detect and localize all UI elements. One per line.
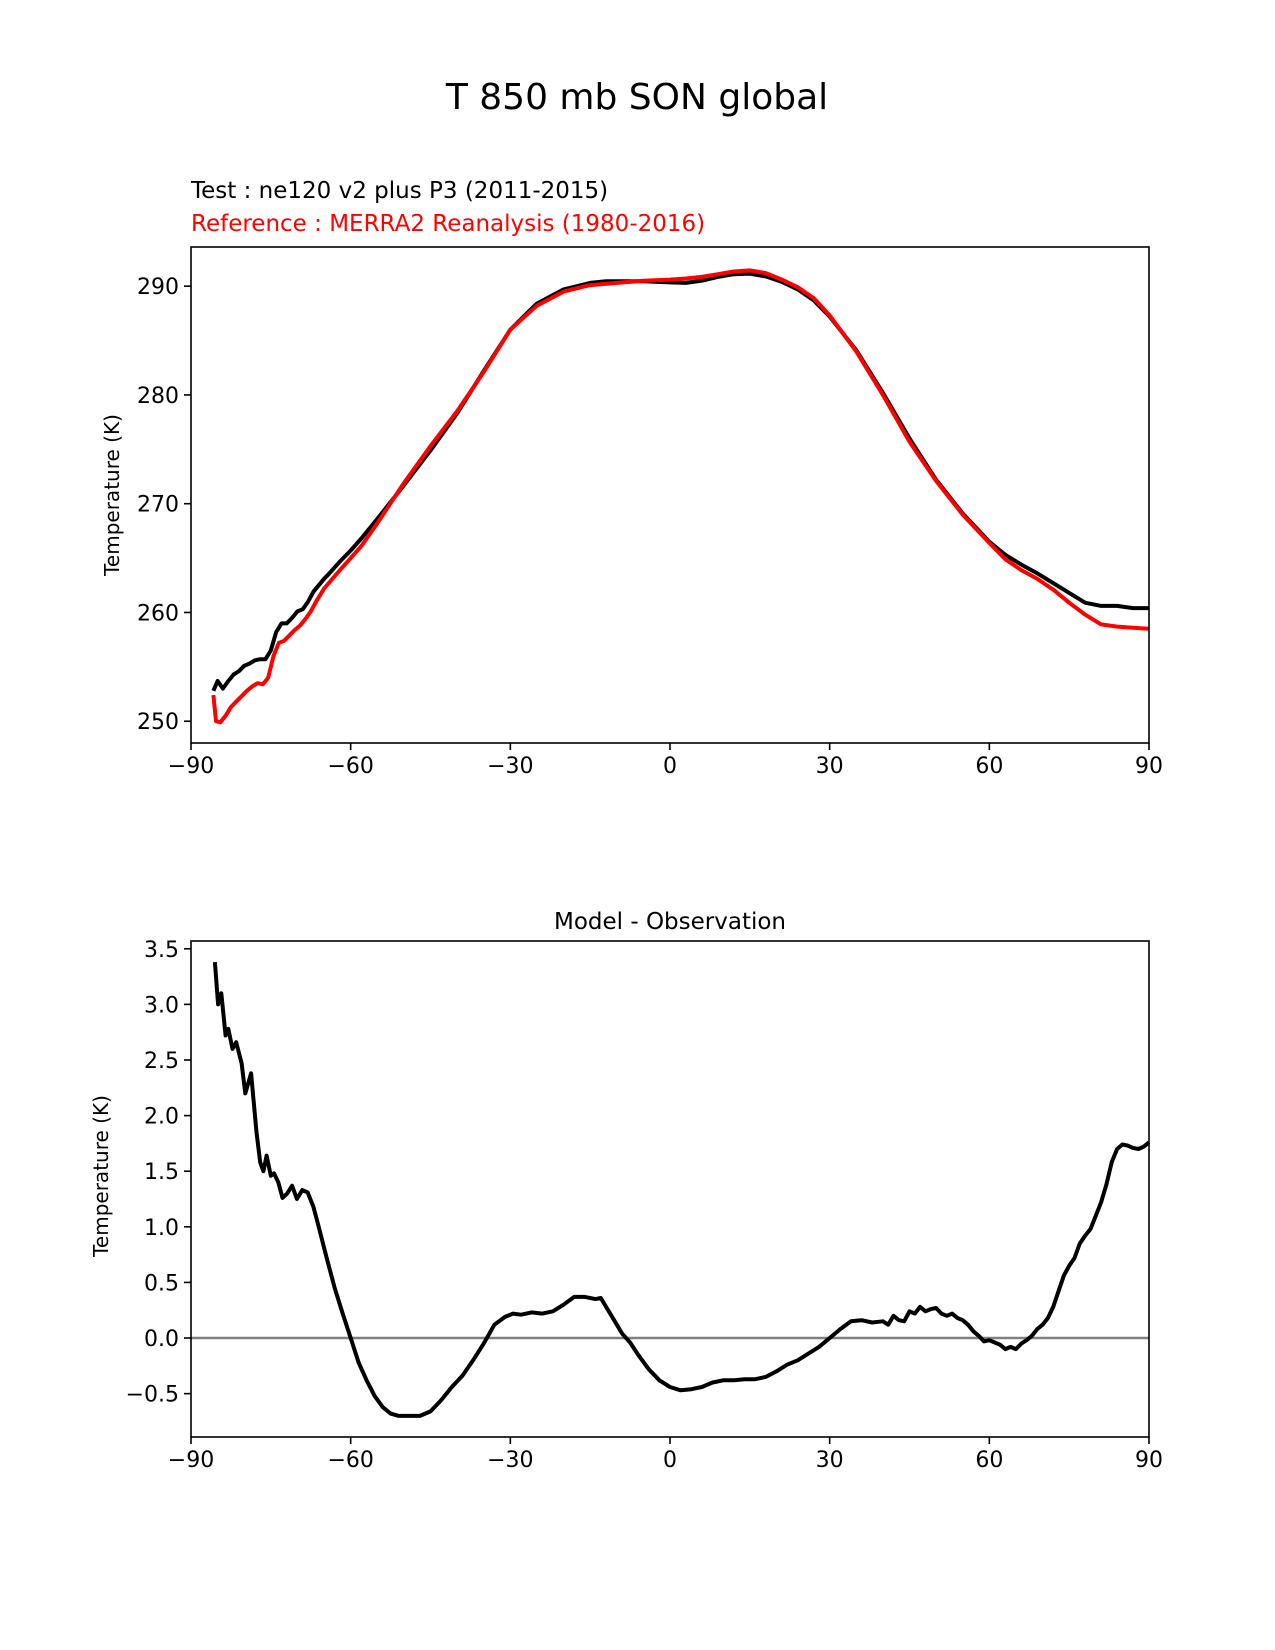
bottom-y-tick-label: 2.5	[144, 1049, 179, 1074]
bottom-x-tick-label: −60	[327, 1448, 373, 1473]
bottom-y-tick-label: 3.0	[144, 993, 179, 1018]
top-y-tick-label: 290	[137, 275, 179, 300]
top-y-tick-label: 250	[137, 710, 179, 735]
bottom-x-tick-label: 30	[816, 1448, 844, 1473]
bottom-panel: Model - Observation −90 −60 −30 0 30 60 90 −0.5…	[89, 909, 1163, 1473]
bottom-y-axis-label: Temperature (K)	[89, 1095, 113, 1258]
bottom-x-tick-label: −30	[487, 1448, 533, 1473]
top-x-tick-label: −60	[327, 754, 373, 779]
bottom-x-tick-label: −90	[168, 1448, 214, 1473]
top-series-reference	[211, 268, 1150, 725]
top-y-tick-label: 270	[137, 493, 179, 518]
bottom-y-tick-label: 0.5	[144, 1271, 179, 1296]
bottom-y-tick-label: 2.0	[144, 1105, 179, 1130]
bottom-series-model-observation	[212, 961, 1151, 1418]
top-x-tick-label: −30	[487, 754, 533, 779]
figure-title: T 850 mb SON global	[445, 77, 828, 118]
bottom-plot-area: −90 −60 −30 0 30 60 90 −0.5 0.0 0.5 1.0 1.5 2.0 2.5 3.…	[126, 938, 1163, 1473]
bottom-y-tick-label: 0.0	[144, 1327, 179, 1352]
top-x-tick-label: 90	[1135, 754, 1163, 779]
top-plot-area: −90 −60 −30 0 30 60 90 250 260 270 280 290	[137, 246, 1163, 779]
top-x-tick-label: 60	[975, 754, 1003, 779]
top-panel: Test : ne120 v2 plus P3 (2011-2015) Refe…	[100, 178, 1163, 779]
top-x-tick-label: −90	[168, 754, 214, 779]
bottom-y-tick-label: −0.5	[126, 1383, 179, 1408]
bottom-y-tick-label: 1.0	[144, 1216, 179, 1241]
bottom-y-tick-label: 1.5	[144, 1160, 179, 1185]
bottom-x-tick-label: 60	[975, 1448, 1003, 1473]
top-y-tick-label: 260	[137, 601, 179, 626]
test-label: Test : ne120 v2 plus P3 (2011-2015)	[190, 178, 608, 204]
top-x-tick-label: 30	[816, 754, 844, 779]
reference-label: Reference : MERRA2 Reanalysis (1980-2016…	[191, 211, 705, 237]
top-y-axis-label: Temperature (K)	[100, 414, 124, 577]
top-y-tick-label: 280	[137, 384, 179, 409]
bottom-y-tick-label: 3.5	[144, 938, 179, 963]
top-x-tick-label: 0	[663, 754, 677, 779]
bottom-x-tick-label: 0	[663, 1448, 677, 1473]
bottom-x-tick-label: 90	[1135, 1448, 1163, 1473]
bottom-title: Model - Observation	[554, 909, 786, 935]
